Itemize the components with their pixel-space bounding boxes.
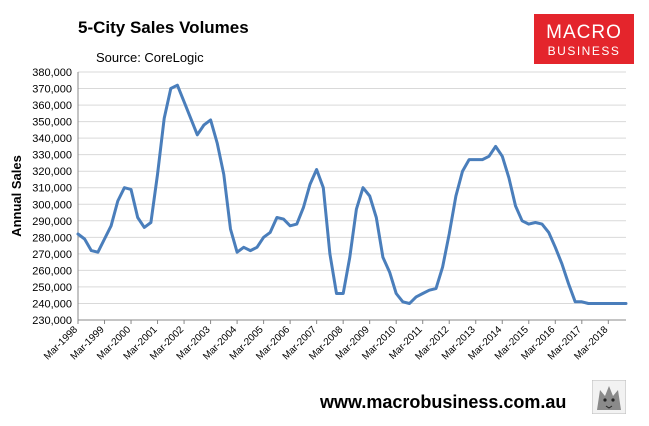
y-tick-label: 330,000	[32, 150, 72, 162]
chart-title: 5-City Sales Volumes	[78, 18, 249, 37]
y-tick-label: 280,000	[32, 232, 72, 244]
y-tick-label: 240,000	[32, 298, 72, 310]
y-tick-label: 300,000	[32, 199, 72, 211]
y-tick-label: 320,000	[32, 166, 72, 178]
y-tick-label: 270,000	[32, 249, 72, 261]
brand-logo-bottom: BUSINESS	[547, 44, 621, 58]
y-tick-label: 250,000	[32, 282, 72, 294]
y-axis-label: Annual Sales	[9, 155, 24, 237]
y-tick-label: 350,000	[32, 117, 72, 129]
y-tick-label: 380,000	[32, 67, 72, 79]
brand-logo-top: MACRO	[546, 22, 622, 43]
wolf-logo-icon	[592, 380, 626, 414]
chart-source: Source: CoreLogic	[96, 50, 204, 65]
series-line	[76, 83, 628, 305]
y-tick-label: 260,000	[32, 265, 72, 277]
y-tick-label: 230,000	[32, 315, 72, 327]
y-tick-label: 360,000	[32, 100, 72, 112]
y-tick-label: 370,000	[32, 84, 72, 96]
website-url: www.macrobusiness.com.au	[320, 392, 567, 412]
y-tick-label: 310,000	[32, 183, 72, 195]
brand-logo: MACRO BUSINESS	[534, 14, 634, 64]
y-tick-label: 340,000	[32, 133, 72, 145]
y-tick-label: 290,000	[32, 216, 72, 228]
